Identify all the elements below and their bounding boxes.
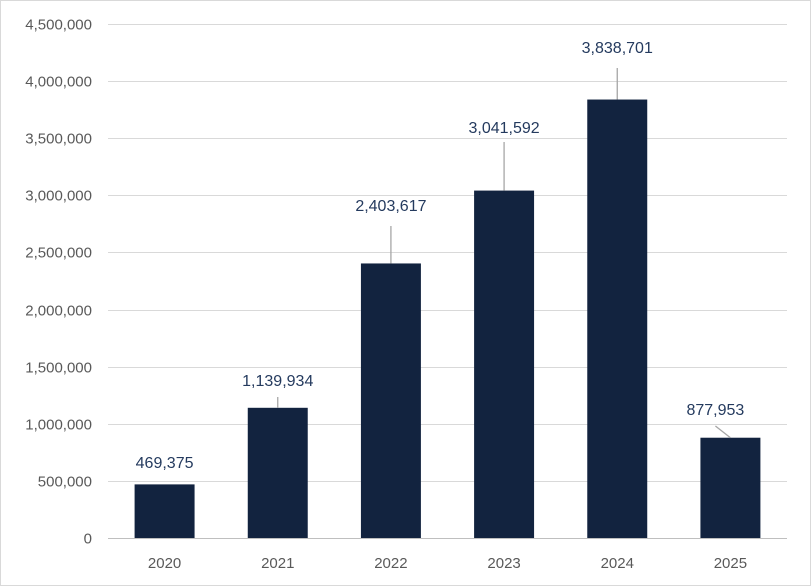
gridlines <box>108 24 787 539</box>
y-axis-tick-labels: 0 500,000 1,000,000 1,500,000 2,000,000 2,500… <box>25 17 92 548</box>
y-tick-label: 1,500,000 <box>25 360 92 377</box>
y-tick-label: 1,000,000 <box>25 417 92 434</box>
bar-2022 <box>360 263 421 538</box>
y-tick-label: 2,000,000 <box>25 303 92 320</box>
bar-2023 <box>474 190 535 539</box>
bar-2024 <box>587 99 648 539</box>
x-tick-label: 2025 <box>714 555 747 572</box>
label-leaders <box>277 68 731 439</box>
x-tick-label: 2023 <box>487 555 520 572</box>
y-tick-label: 500,000 <box>38 474 92 491</box>
y-tick-label: 4,000,000 <box>25 74 92 91</box>
x-axis-tick-labels: 2020 2021 2022 2023 2024 2025 <box>148 555 747 572</box>
data-label: 3,838,701 <box>582 40 653 57</box>
leader-line <box>715 425 731 439</box>
x-tick-label: 2022 <box>374 555 407 572</box>
data-label: 469,375 <box>136 455 194 472</box>
y-tick-label: 2,500,000 <box>25 245 92 262</box>
data-label: 3,041,592 <box>468 120 539 137</box>
data-label: 2,403,617 <box>355 198 426 215</box>
data-labels: 469,375 1,139,934 2,403,617 3,041,592 3,838,… <box>136 40 745 472</box>
y-tick-label: 3,500,000 <box>25 131 92 148</box>
y-tick-label: 4,500,000 <box>25 17 92 34</box>
x-tick-label: 2021 <box>261 555 294 572</box>
x-tick-label: 2024 <box>601 555 634 572</box>
y-tick-label: 0 <box>84 531 92 548</box>
y-tick-label: 3,000,000 <box>25 188 92 205</box>
data-label: 1,139,934 <box>242 373 313 390</box>
bar-2025 <box>700 437 761 538</box>
bars <box>134 99 761 539</box>
x-tick-label: 2020 <box>148 555 181 572</box>
bar-2021 <box>247 407 308 538</box>
data-label: 877,953 <box>686 402 744 419</box>
bar-2020 <box>134 484 195 538</box>
